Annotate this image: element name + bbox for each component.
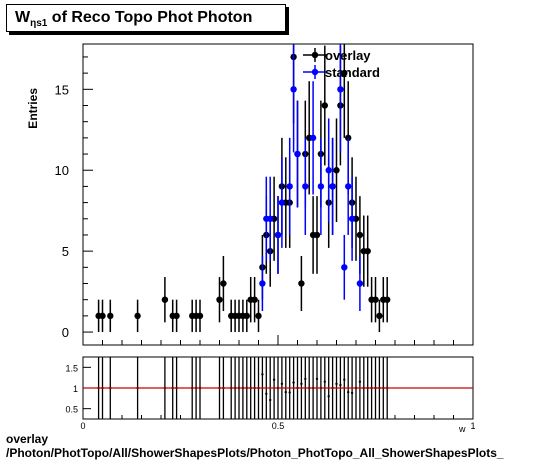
legend-marker-overlay [311, 51, 319, 59]
ratio-y-tick-label: 1.5 [65, 363, 78, 373]
overlay-point [251, 296, 258, 303]
ratio-point [315, 377, 319, 381]
standard-point [337, 86, 344, 93]
standard-point [302, 183, 309, 190]
standard-point [348, 215, 356, 222]
standard-point [294, 150, 301, 158]
standard-point [341, 264, 348, 271]
ratio-point [347, 390, 350, 394]
ratio-point [284, 390, 287, 394]
y-tick-label: 0 [62, 325, 69, 340]
ratio-point [323, 380, 326, 383]
overlay-point [321, 102, 328, 109]
standard-point [329, 183, 336, 190]
standard-point [259, 280, 266, 287]
ratio-point [261, 373, 264, 376]
overlay-point [134, 312, 141, 320]
ratio-point [327, 395, 330, 398]
footer-path: /Photon/PhotTopo/All/ShowerShapesPlots/P… [6, 446, 504, 460]
standard-point [274, 231, 282, 239]
footer-label: overlay [6, 432, 49, 446]
standard-point [278, 199, 286, 206]
legend-label-standard: standard [325, 65, 380, 80]
legend-label-overlay: overlay [325, 48, 371, 63]
overlay-point [384, 296, 391, 303]
ratio-point [300, 382, 303, 386]
overlay-point [356, 231, 364, 239]
overlay-point [173, 312, 180, 320]
overlay-point [341, 69, 348, 77]
standard-point [286, 183, 293, 190]
standard-point [325, 167, 332, 174]
overlay-point [161, 296, 169, 303]
ratio-y-tick-label: 1 [73, 384, 78, 394]
chart-title-box: Wηs1 of Reco Topo Phot Photon [6, 4, 286, 32]
overlay-point [216, 296, 223, 303]
legend-marker-standard [311, 68, 319, 76]
ratio-point [343, 378, 346, 381]
ratio-point [350, 391, 354, 395]
overlay-point [376, 312, 383, 320]
ratio-point [265, 392, 268, 395]
ratio-x-tick-label: 0 [80, 421, 85, 431]
overlay-point [196, 312, 204, 320]
main-plot-frame [82, 43, 474, 346]
overlay-point [313, 231, 321, 239]
standard-point [356, 280, 364, 287]
ratio-point [280, 382, 284, 386]
ratio-point [304, 377, 307, 381]
ratio-point [288, 391, 291, 394]
ratio-x-tick-label: 0.5 [272, 421, 285, 431]
ratio-point [269, 398, 272, 402]
x-axis-label: w [458, 424, 466, 434]
chart-title: Wηs1 of Reco Topo Phot Photon [15, 9, 253, 30]
y-tick-label: 15 [55, 82, 69, 97]
ratio-point [339, 383, 342, 387]
standard-point [345, 183, 352, 190]
overlay-point [364, 247, 371, 255]
standard-point [290, 86, 297, 93]
ratio-point [358, 380, 362, 383]
ratio-point [272, 378, 276, 381]
ratio-point [335, 382, 338, 386]
overlay-point [333, 167, 340, 174]
ratio-point [292, 381, 295, 384]
standard-point [309, 134, 317, 142]
overlay-point [107, 312, 114, 320]
ratio-y-tick-label: 0.5 [65, 405, 78, 415]
overlay-point [99, 312, 106, 320]
ratio-x-tick-label: 1 [470, 421, 475, 431]
overlay-point [243, 312, 250, 320]
overlay-point [255, 312, 262, 320]
y-tick-label: 10 [55, 163, 69, 178]
overlay-point [220, 280, 227, 287]
standard-point [267, 215, 274, 222]
y-tick-label: 5 [62, 244, 69, 259]
standard-point [317, 183, 325, 190]
overlay-point [372, 296, 379, 303]
overlay-point [298, 280, 305, 287]
y-axis-label: Entries [26, 88, 40, 129]
